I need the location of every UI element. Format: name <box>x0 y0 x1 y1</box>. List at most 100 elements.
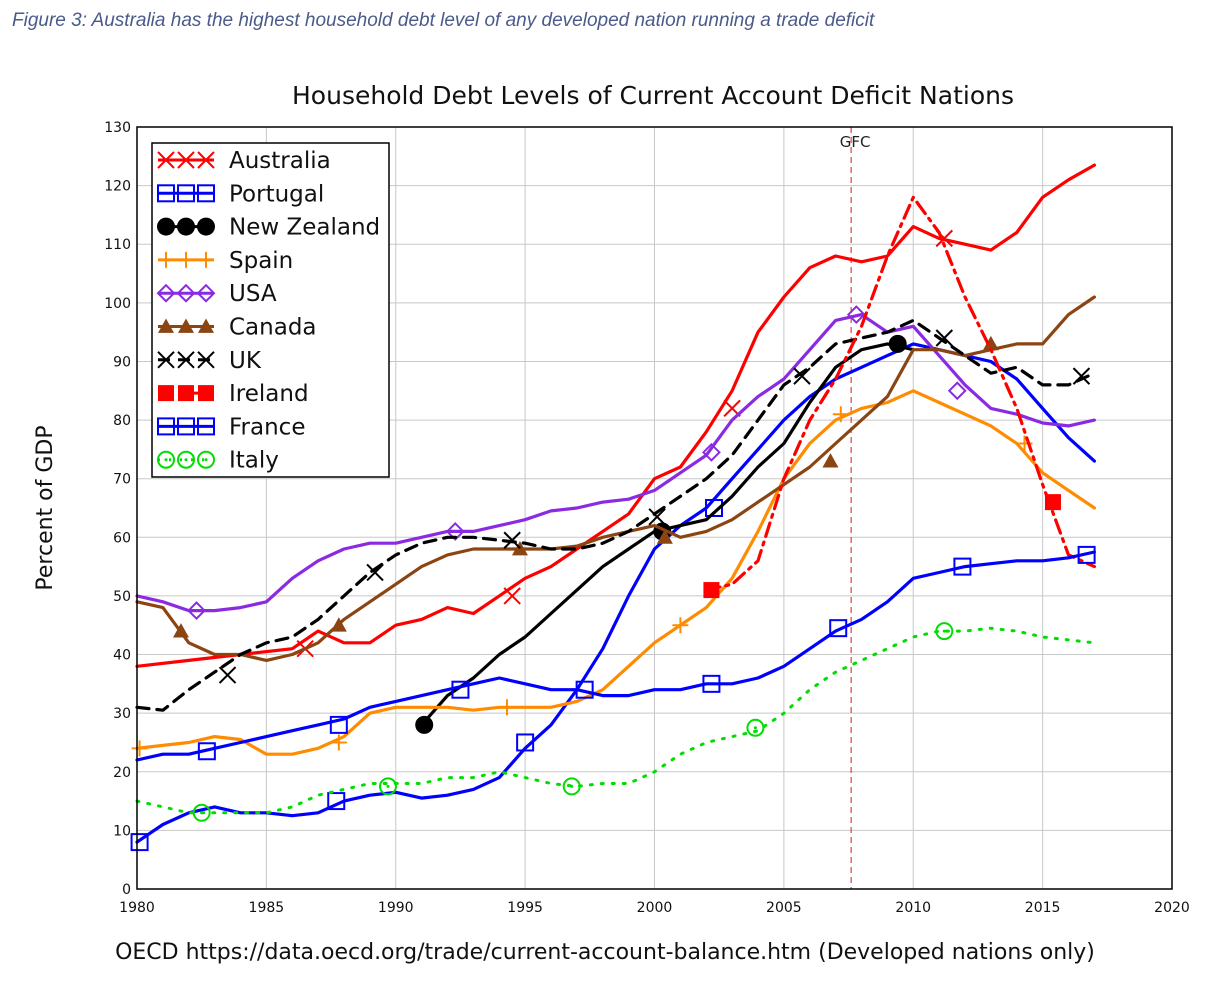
gfc-annotation: GFC <box>840 127 871 889</box>
gfc-label: GFC <box>840 133 871 151</box>
series-line <box>135 295 1097 663</box>
legend-label: Portugal <box>229 181 324 207</box>
series-marker <box>172 623 189 638</box>
legend-label: Ireland <box>229 381 309 407</box>
series-marker <box>157 217 175 236</box>
series-line <box>135 550 1097 762</box>
series-marker <box>888 334 907 353</box>
series-marker <box>176 283 196 303</box>
series-marker <box>415 715 434 734</box>
y-tick-label: 70 <box>113 472 131 488</box>
series-marker <box>330 734 347 751</box>
series-marker <box>177 417 195 436</box>
series-marker <box>177 450 195 469</box>
y-tick-label: 20 <box>113 765 131 781</box>
y-tick-label: 100 <box>104 296 131 312</box>
series-marker <box>177 184 195 203</box>
series-marker <box>445 522 465 541</box>
series-marker <box>177 151 195 169</box>
series-marker <box>198 318 214 333</box>
series-marker <box>164 458 168 462</box>
series-marker <box>200 811 204 815</box>
series-marker <box>178 251 194 268</box>
series-marker <box>158 318 174 333</box>
series-marker <box>575 680 594 699</box>
legend-label: Spain <box>229 248 293 274</box>
chart-axes <box>136 126 1173 890</box>
series-marker <box>562 777 581 796</box>
series-marker <box>330 617 347 632</box>
legend-item-spain: Spain <box>158 248 293 274</box>
series-marker <box>1072 367 1091 385</box>
x-tick-label: 2000 <box>637 900 673 916</box>
series-marker <box>187 601 206 620</box>
series-marker <box>197 742 216 761</box>
series-marker <box>184 458 188 462</box>
series-marker <box>703 582 720 599</box>
series-marker <box>846 305 866 324</box>
x-tick-label: 1990 <box>378 900 414 916</box>
series-marker <box>196 283 216 303</box>
series-ireland <box>703 195 1097 599</box>
series-marker <box>499 699 516 716</box>
series-marker <box>378 777 397 796</box>
series-marker <box>953 557 972 576</box>
legend-label: New Zealand <box>229 215 380 241</box>
series-marker <box>158 385 174 402</box>
series-marker <box>197 351 215 369</box>
chart-legend: Australia Portugal New Zealand Spain USA Cana… <box>151 142 390 478</box>
series-france <box>135 545 1097 762</box>
series-marker <box>753 726 757 730</box>
series-marker <box>1077 545 1096 564</box>
x-tick-label: 1980 <box>119 900 155 916</box>
series-line <box>704 195 1097 592</box>
series-marker <box>705 499 724 517</box>
series-marker <box>451 680 470 699</box>
series-italy <box>135 622 1096 822</box>
chart-ticks: 1980 1985 1990 1995 2000 2005 2010 2015 2020 0 10 2… <box>104 120 1190 916</box>
series-marker <box>157 351 175 369</box>
legend-label: USA <box>229 281 277 307</box>
series-marker <box>656 529 673 544</box>
chart-series <box>130 163 1097 852</box>
legend-box <box>151 142 390 478</box>
series-marker <box>702 674 721 693</box>
series-marker <box>1044 494 1061 511</box>
series-spain <box>131 389 1097 757</box>
series-marker <box>197 184 215 203</box>
series-marker <box>178 318 194 333</box>
series-marker <box>503 587 521 605</box>
series-marker <box>218 666 237 684</box>
series-marker <box>672 617 689 634</box>
series-marker <box>327 792 346 811</box>
legend-item-france: France <box>157 414 305 440</box>
legend-label: UK <box>229 348 262 374</box>
legend-item-italy: Italy <box>157 448 279 474</box>
series-marker <box>746 718 765 737</box>
x-tick-label: 1995 <box>507 900 543 916</box>
series-marker <box>702 442 721 462</box>
series-marker <box>366 563 384 582</box>
series-line <box>135 318 1097 712</box>
series-marker <box>935 622 954 641</box>
y-tick-label: 120 <box>104 179 131 195</box>
x-tick-label: 2015 <box>1025 900 1061 916</box>
series-marker <box>570 784 574 788</box>
series-marker <box>516 733 535 752</box>
legend-item-canada: Canada <box>158 315 317 341</box>
series-line <box>135 389 1097 756</box>
x-tick-label: 1985 <box>249 900 285 916</box>
series-marker <box>198 385 214 402</box>
x-tick-label: 2010 <box>895 900 931 916</box>
series-marker <box>829 619 848 638</box>
y-tick-label: 60 <box>113 530 131 546</box>
legend-item-uk: UK <box>157 348 262 374</box>
figure-caption: Figure 3: Australia has the highest hous… <box>12 10 875 31</box>
series-marker <box>947 381 967 401</box>
series-marker <box>648 508 666 526</box>
series-marker <box>130 833 149 852</box>
series-marker <box>197 217 215 236</box>
series-marker <box>935 329 954 347</box>
legend-label: Italy <box>229 448 279 474</box>
